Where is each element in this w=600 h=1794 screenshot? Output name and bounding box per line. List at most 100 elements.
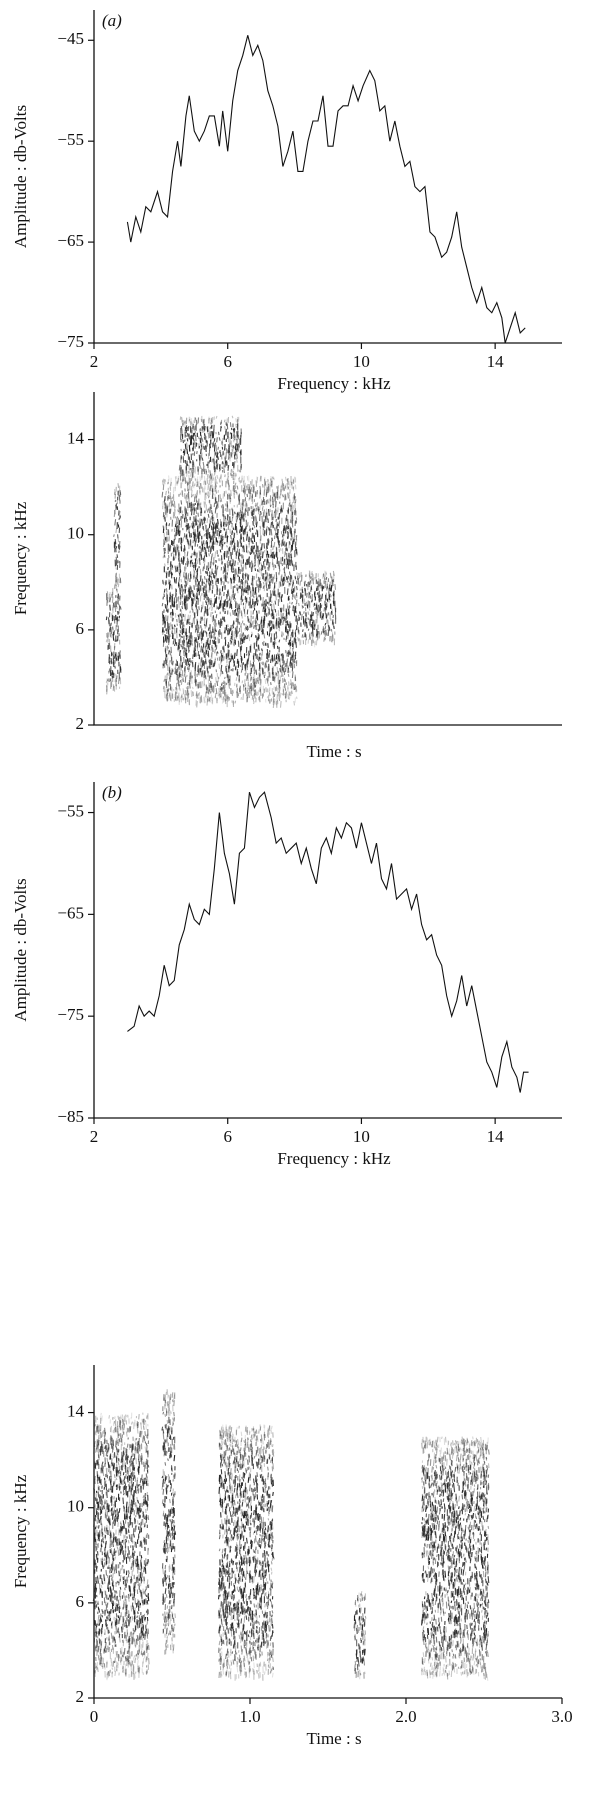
speckle: [196, 601, 197, 604]
speckle: [163, 628, 164, 634]
speckle: [171, 605, 172, 609]
speckle: [310, 580, 311, 584]
speckle: [206, 541, 207, 544]
speckle: [274, 574, 275, 579]
speckle: [265, 643, 266, 646]
speckle: [259, 579, 260, 584]
speckle: [185, 516, 186, 523]
speckle: [137, 1653, 138, 1660]
speckle: [198, 520, 199, 523]
speckle: [180, 585, 181, 591]
speckle: [251, 677, 252, 681]
speckle: [331, 629, 332, 632]
speckle: [279, 521, 280, 525]
speckle: [300, 581, 301, 586]
speckle: [115, 606, 116, 612]
speckle: [116, 505, 117, 509]
speckle: [331, 595, 332, 597]
speckle: [271, 682, 272, 685]
speckle: [208, 429, 209, 433]
speckle: [289, 611, 290, 615]
speckle: [283, 577, 284, 582]
speckle: [181, 500, 182, 504]
speckle: [148, 1628, 149, 1634]
speckle: [249, 484, 250, 490]
speckle: [269, 584, 270, 589]
speckle: [266, 613, 267, 616]
speckle: [166, 588, 167, 592]
speckle: [237, 531, 238, 535]
speckle: [218, 692, 219, 696]
speckle: [335, 584, 336, 590]
speckle: [233, 440, 234, 443]
y-tick-label: −75: [57, 1005, 84, 1024]
speckle: [170, 651, 171, 655]
speckle: [324, 607, 325, 611]
speckle: [186, 508, 187, 513]
speckle: [263, 641, 264, 646]
speckle: [136, 1542, 137, 1548]
speckle: [179, 569, 180, 574]
speckle: [248, 655, 249, 661]
speckle: [243, 693, 244, 700]
speckle: [116, 567, 117, 569]
speckle: [319, 631, 320, 634]
speckle: [200, 441, 201, 443]
speckle: [106, 640, 107, 643]
speckle: [166, 503, 167, 510]
speckle: [198, 663, 199, 668]
speckle: [258, 680, 259, 684]
y-tick-label: 6: [76, 619, 85, 638]
speckle: [196, 571, 197, 573]
speckle: [221, 498, 222, 501]
speckle: [200, 569, 201, 575]
speckle: [194, 441, 195, 444]
speckle: [241, 638, 242, 641]
speckle: [328, 629, 329, 631]
speckle: [216, 416, 217, 419]
speckle: [256, 542, 257, 548]
speckle: [325, 623, 326, 626]
speckle: [213, 640, 214, 644]
speckle: [185, 585, 186, 589]
speckle: [283, 542, 284, 546]
speckle: [212, 474, 213, 476]
speckle: [208, 692, 209, 695]
speckle: [282, 540, 283, 547]
speckle: [312, 615, 313, 618]
speckle: [222, 462, 223, 465]
speckle: [203, 588, 204, 593]
speckle: [283, 582, 284, 586]
speckle: [210, 562, 211, 568]
burst: [106, 584, 121, 695]
speckle: [114, 585, 115, 589]
speckle: [102, 1609, 103, 1612]
speckle: [175, 625, 176, 627]
speckle: [264, 531, 265, 536]
speckle: [285, 494, 286, 501]
speckle: [137, 1489, 138, 1494]
speckle: [307, 605, 308, 609]
speckle: [190, 632, 191, 635]
speckle: [308, 639, 309, 644]
speckle: [250, 646, 251, 653]
speckle: [273, 577, 274, 584]
speckle: [228, 525, 229, 531]
speckle: [275, 625, 276, 628]
speckle: [219, 541, 220, 547]
speckle: [213, 615, 214, 621]
speckle: [192, 562, 193, 564]
speckle: [269, 562, 270, 567]
speckle: [287, 631, 288, 634]
speckle: [327, 581, 328, 587]
speckle: [264, 601, 265, 605]
speckle: [181, 644, 182, 647]
speckle: [218, 523, 219, 527]
speckle: [180, 624, 181, 629]
speckle: [233, 473, 234, 476]
speckle: [231, 552, 232, 559]
speckle: [266, 582, 267, 588]
speckle: [328, 612, 329, 615]
speckle: [248, 512, 249, 516]
speckle: [240, 665, 241, 667]
